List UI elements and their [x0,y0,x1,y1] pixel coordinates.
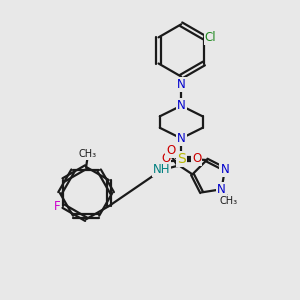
Text: N: N [177,78,186,92]
Text: CH₃: CH₃ [79,149,97,160]
Text: S: S [177,152,186,166]
Text: N: N [177,99,186,112]
Text: N: N [177,132,186,145]
Text: O: O [192,152,201,165]
Text: NH: NH [153,164,171,176]
Text: N: N [220,163,229,176]
Text: N: N [217,183,226,196]
Text: F: F [54,200,60,213]
Text: O: O [166,144,175,157]
Text: O: O [161,152,170,165]
Text: CH₃: CH₃ [219,196,237,206]
Text: Cl: Cl [205,31,216,44]
